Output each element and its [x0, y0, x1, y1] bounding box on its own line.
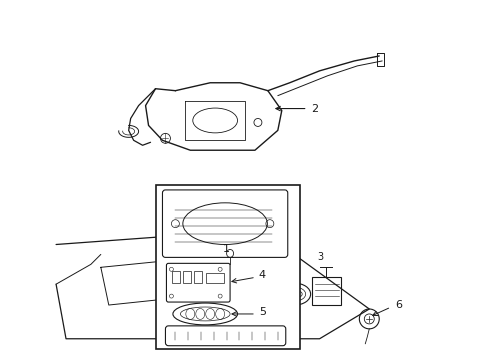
Bar — [206, 273, 224, 283]
Bar — [183, 271, 191, 283]
Text: 1: 1 — [222, 244, 229, 255]
Bar — [155, 185, 299, 349]
Text: 6: 6 — [394, 300, 401, 310]
Text: 2: 2 — [311, 104, 318, 113]
Bar — [194, 271, 202, 283]
Bar — [172, 271, 180, 283]
Text: 5: 5 — [258, 307, 265, 317]
Text: 4: 4 — [258, 270, 265, 280]
Text: 3: 3 — [317, 252, 323, 262]
Bar — [311, 277, 341, 305]
